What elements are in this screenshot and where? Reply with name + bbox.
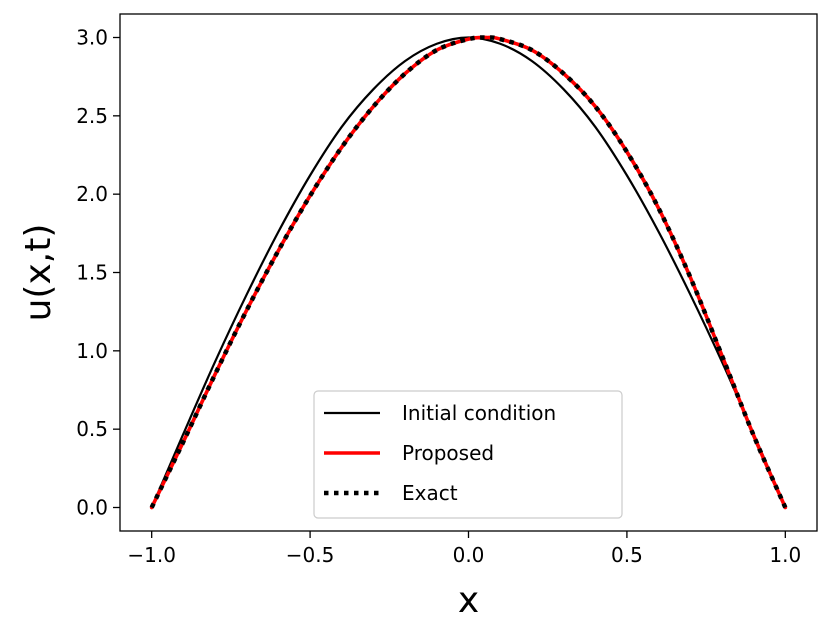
series-line-exact bbox=[149, 35, 788, 509]
x-tick-label: −1.0 bbox=[127, 543, 176, 567]
y-tick-label: 0.0 bbox=[76, 496, 108, 520]
y-tick-label: 1.0 bbox=[76, 339, 108, 363]
x-tick-label: 0.5 bbox=[611, 543, 643, 567]
y-tick-label: 2.0 bbox=[76, 182, 108, 206]
y-tick-label: 0.5 bbox=[76, 417, 108, 441]
legend-label: Proposed bbox=[402, 441, 494, 465]
legend-label: Exact bbox=[402, 481, 458, 505]
legend: Initial condition Proposed Exact bbox=[313, 390, 623, 519]
y-tick-label: 2.5 bbox=[76, 104, 108, 128]
axis-ticks: −1.0 −0.5 0.0 0.5 1.0 0.0 0.5 1.0 1.5 2.0 2.5 3.0 bbox=[76, 26, 801, 568]
y-axis-label: u(x,t) bbox=[18, 224, 59, 322]
x-tick-label: −0.5 bbox=[286, 543, 335, 567]
x-axis-label: x bbox=[458, 580, 479, 621]
y-tick-label: 1.5 bbox=[76, 261, 108, 285]
plot-layer bbox=[149, 35, 788, 510]
y-tick-label: 3.0 bbox=[76, 26, 108, 50]
legend-box bbox=[313, 390, 623, 519]
x-tick-label: 1.0 bbox=[769, 543, 801, 567]
legend-label: Initial condition bbox=[402, 401, 556, 425]
x-tick-label: 0.0 bbox=[453, 543, 485, 567]
